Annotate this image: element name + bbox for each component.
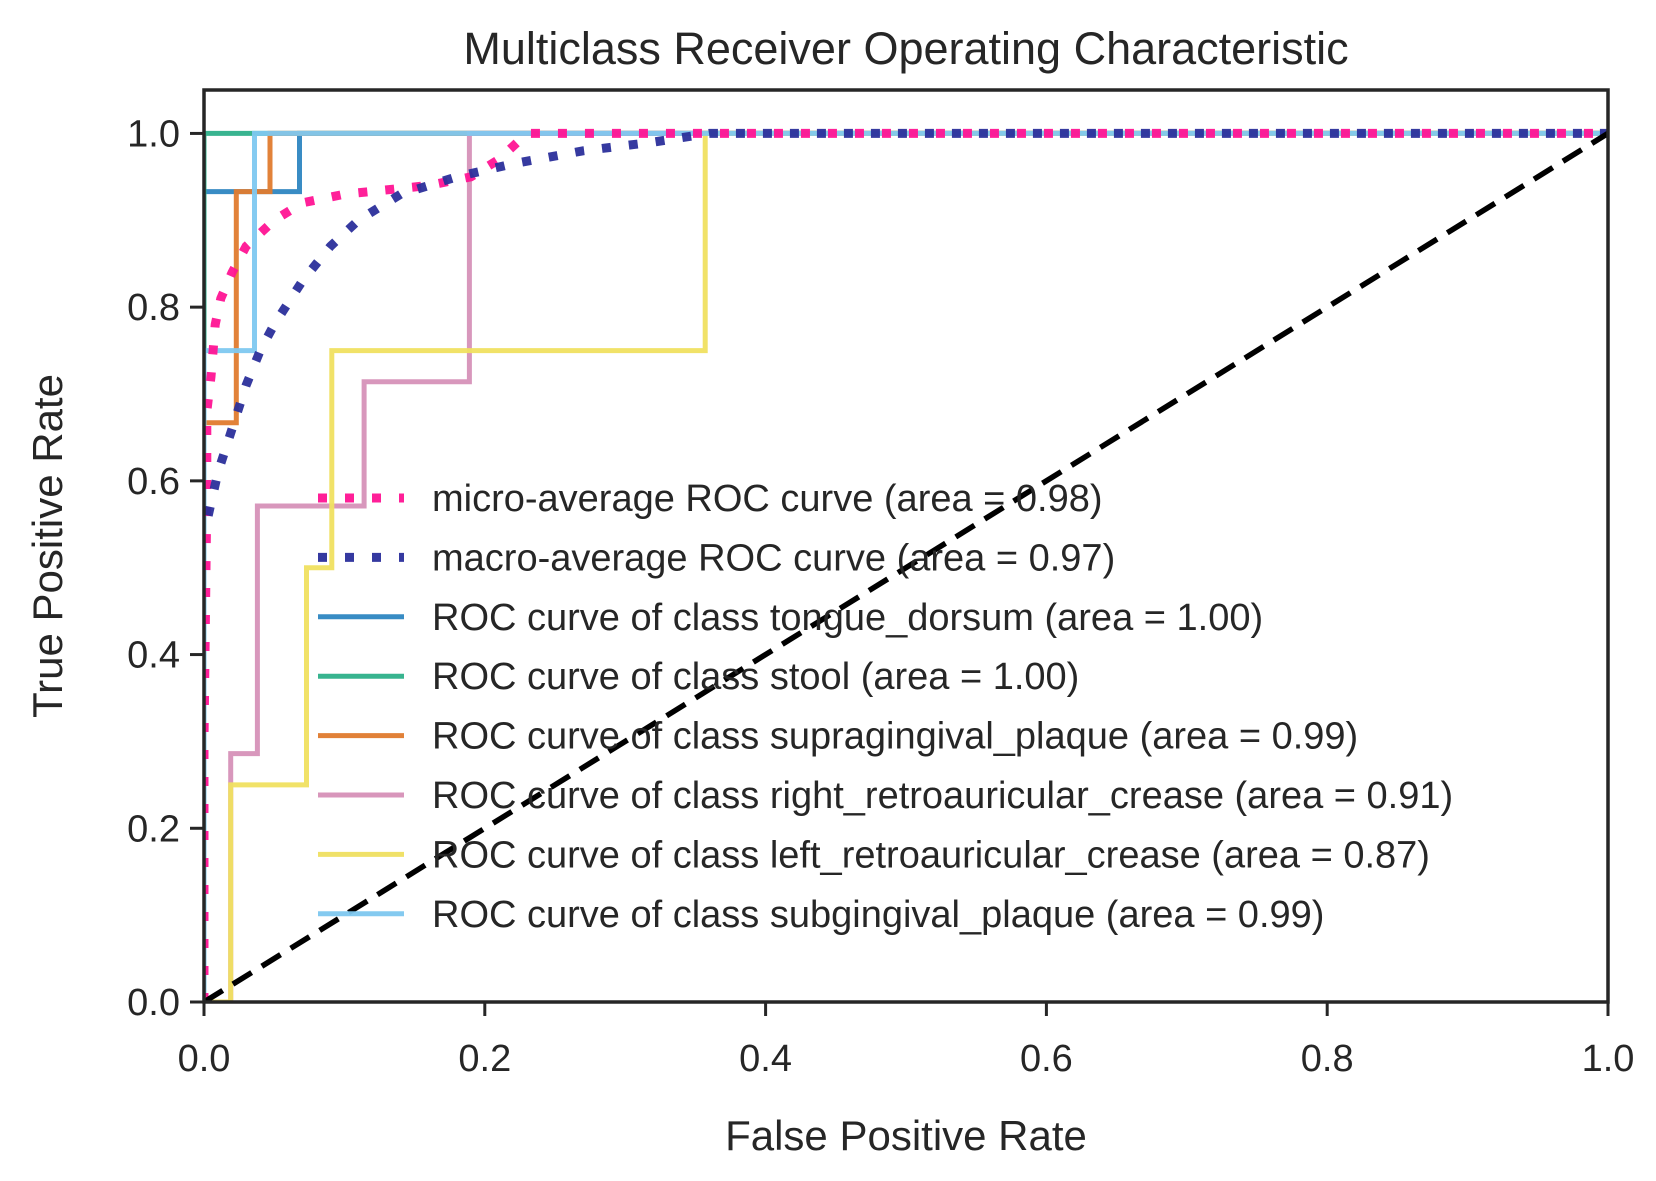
x-tick-label: 0.0	[178, 1038, 231, 1080]
legend-label: ROC curve of class right_retroauricular_…	[432, 775, 1453, 817]
legend-label: ROC curve of class stool (area = 1.00)	[432, 656, 1079, 698]
legend-label: micro-average ROC curve (area = 0.98)	[432, 478, 1103, 520]
y-tick-label: 0.0	[127, 982, 180, 1024]
roc-series-line	[204, 130, 1608, 1002]
x-axis: 0.0 0.2 0.4 0.6 0.8 1.0	[178, 1002, 1635, 1080]
y-tick-label: 1.0	[127, 113, 180, 155]
roc-series-line	[204, 128, 1608, 1002]
legend-label: ROC curve of class subgingival_plaque (a…	[432, 894, 1324, 936]
roc-series-line	[204, 128, 1608, 517]
y-axis: 0.0 0.2 0.4 0.6 0.8 1.0	[127, 113, 204, 1024]
legend-label: ROC curve of class supragingival_plaque …	[432, 716, 1358, 758]
y-tick-label: 0.4	[127, 635, 180, 677]
x-axis-title: False Positive Rate	[725, 1112, 1087, 1159]
legend-label: ROC curve of class left_retroauricular_c…	[432, 834, 1430, 876]
x-tick-label: 0.6	[1020, 1038, 1073, 1080]
chart-title: Multiclass Receiver Operating Characteri…	[463, 23, 1348, 74]
legend: micro-average ROC curve (area = 0.98) mac…	[318, 478, 1453, 936]
x-tick-label: 0.8	[1301, 1038, 1354, 1080]
x-tick-label: 1.0	[1582, 1038, 1635, 1080]
x-tick-label: 0.4	[739, 1038, 792, 1080]
plot-frame	[202, 88, 1610, 1004]
chance-diagonal-line	[204, 131, 1608, 1002]
y-tick-label: 0.2	[127, 808, 180, 850]
series-layer	[204, 128, 1608, 1002]
y-tick-label: 0.8	[127, 287, 180, 329]
roc-series-line	[204, 130, 1608, 1002]
plot-area	[202, 88, 1610, 1004]
legend-label: ROC curve of class tongue_dorsum (area =…	[432, 597, 1263, 639]
x-tick-label: 0.2	[458, 1038, 511, 1080]
y-axis-title: True Positive Rate	[24, 374, 71, 718]
y-tick-label: 0.6	[127, 461, 180, 503]
legend-label: macro-average ROC curve (area = 0.97)	[432, 537, 1115, 579]
